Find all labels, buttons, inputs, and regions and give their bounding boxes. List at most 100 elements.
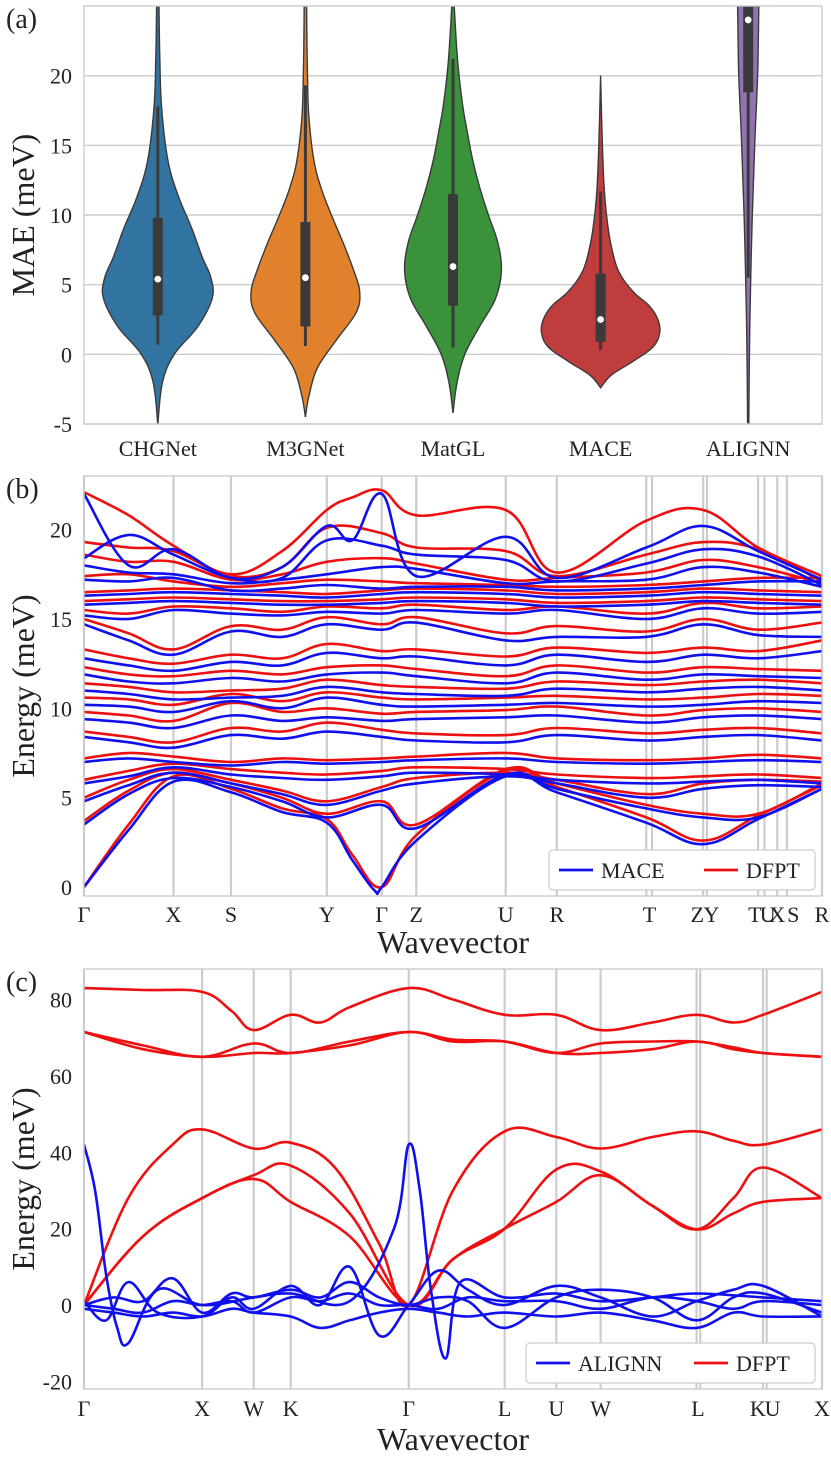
x-tick-label: Y [704,902,720,927]
band-alignn-4 [84,1292,822,1315]
x-tick-label: Z [691,902,704,927]
y-tick-label: 10 [50,696,72,721]
legend-label-mace: MACE [601,858,665,883]
y-tick-label: 40 [50,1140,72,1165]
x-category-label: ALIGNN [706,436,790,461]
band-mace-10 [84,685,822,701]
band-dfpt-11 [84,690,822,707]
band-mace-4 [84,590,822,599]
panel-a: -5 0 5 10 15 20 CHGNet M3GNet MatGL MACE ALIGNN (a)… [5,4,823,461]
x-tick-label: Γ [78,1396,91,1421]
band-dfpt-14 [84,751,822,764]
x-tick-label: Γ [402,1396,415,1421]
x-tick-label: X [769,902,785,927]
band-alignn-1 [84,1265,822,1338]
band-dfpt-7 [84,615,822,651]
band-dfpt-1 [84,524,822,583]
legend-box [548,849,816,891]
band-mace-16 [84,771,822,807]
band-mace-11 [84,696,822,714]
y-tick-label: 10 [50,203,72,228]
x-tick-label: X [194,1396,210,1421]
x-tick-label: W [243,1396,264,1421]
y-axis-label: MAE (meV) [5,134,41,297]
band-mace-0 [84,492,822,581]
legend-box [525,1342,816,1384]
y-axis-label: Energy (meV) [5,594,41,777]
y-tick-label: 20 [50,518,72,543]
x-tick-label: L [691,1396,704,1421]
axes-frame [83,968,823,1390]
band-alignn-0 [84,1142,822,1360]
median-dot-mace [597,316,604,323]
plot-area [101,6,760,424]
band-alignn-2 [84,1276,822,1330]
median-dot-chgnet [154,275,162,283]
median-dot-matgl [449,263,457,270]
y-tick-label: 0 [61,1293,72,1318]
x-category-label: MACE [569,436,633,461]
band-mace-3 [84,576,822,593]
band-alignn-3 [84,1307,822,1330]
x-tick-label: L [498,1396,511,1421]
x-tick-label: U [498,902,514,927]
x-tick-label: X [814,1396,830,1421]
iqr-box-mace [595,273,606,342]
band-mace-9 [84,671,822,685]
legend: ALIGNN DFPT [525,1342,816,1384]
band-dfpt-3 [84,1126,822,1308]
x-tick-label: Y [319,902,335,927]
band-mace-17 [84,771,822,831]
y-tick-label: 80 [50,988,72,1013]
x-category-label: M3GNet [266,436,344,461]
band-dfpt-2 [84,1030,822,1059]
axes-frame [83,5,823,425]
x-tick-label: U [765,1396,781,1421]
band-dfpt-2 [84,553,822,585]
band-mace-2 [84,564,822,589]
band-dfpt-4 [84,1162,822,1308]
band-mace-18 [84,772,822,896]
y-tick-label: 15 [50,133,72,158]
band-mace-1 [84,533,822,587]
band-mace-14 [84,757,822,767]
iqr-box-matgl [448,194,458,306]
band-mace-6 [84,606,822,621]
band-dfpt-5 [84,1173,822,1307]
band-mace-12 [84,713,822,730]
y-tick-label: -20 [43,1369,72,1394]
x-tick-label: T [643,902,657,927]
median-dot-m3gnet [302,274,309,282]
y-tick-label: 5 [61,786,72,811]
y-tick-label: 5 [61,273,72,298]
iqr-box-alignn [743,6,754,93]
band-dfpt-13 [84,721,822,744]
x-tick-label: Γ [78,902,91,927]
legend-label-dfpt: DFPT [736,1351,790,1376]
band-dfpt-9 [84,664,822,678]
y-tick-label: 60 [50,1064,72,1089]
y-axis-label: Energy (meV) [5,1087,41,1270]
band-dfpt-3 [84,572,822,589]
x-tick-label: S [787,902,799,927]
y-tick-label: 0 [61,875,72,900]
x-tick-label: Γ [375,902,388,927]
axes-frame [83,475,823,897]
x-tick-label: S [225,902,237,927]
panel-label-b: (b) [6,474,39,505]
x-tick-label: R [549,902,564,927]
band-mace-15 [84,765,822,785]
band-dfpt-12 [84,701,822,723]
legend: MACE DFPT [548,849,816,891]
band-dfpt-5 [84,596,822,605]
band-dfpt-16 [84,767,822,803]
band-dfpt-6 [84,601,822,615]
median-dot-alignn [744,16,752,24]
band-mace-5 [84,599,822,608]
x-category-label: CHGNet [119,436,197,461]
x-category-label: MatGL [421,436,486,461]
x-tick-label: K [750,1396,766,1421]
